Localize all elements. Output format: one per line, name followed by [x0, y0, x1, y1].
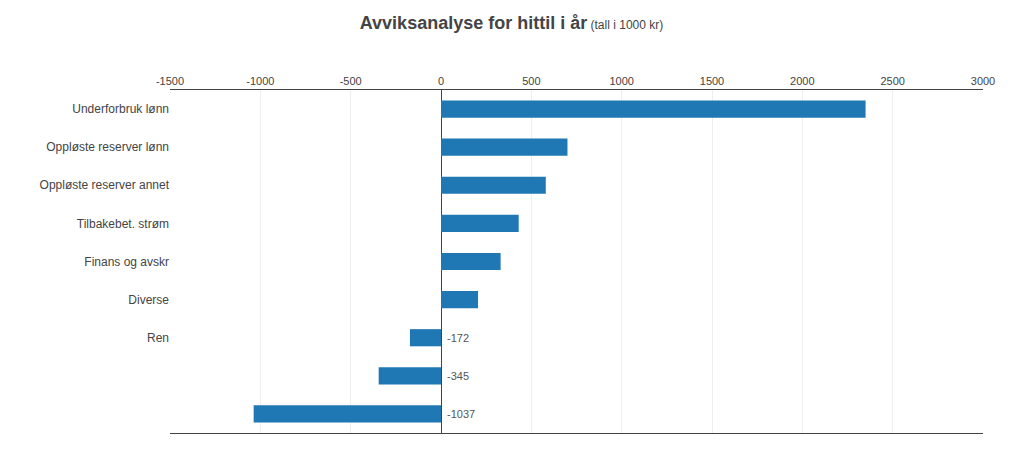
- svg-text:-345: -345: [447, 370, 469, 382]
- svg-text:-1500: -1500: [156, 75, 184, 87]
- svg-text:-1037: -1037: [447, 408, 475, 420]
- svg-text:2000: 2000: [790, 75, 814, 87]
- svg-text:Oppløste reserver annet: Oppløste reserver annet: [40, 178, 170, 192]
- svg-text:1000: 1000: [609, 75, 633, 87]
- svg-text:-172: -172: [447, 332, 469, 344]
- svg-text:Finans og avskr: Finans og avskr: [84, 255, 169, 269]
- svg-text:2500: 2500: [880, 75, 904, 87]
- svg-text:Tilbakebet. strøm: Tilbakebet. strøm: [77, 217, 169, 231]
- svg-text:3000: 3000: [971, 75, 995, 87]
- svg-text:0: 0: [438, 75, 444, 87]
- svg-text:Diverse: Diverse: [128, 293, 169, 307]
- svg-text:1500: 1500: [700, 75, 724, 87]
- svg-text:Oppløste reserver lønn: Oppløste reserver lønn: [46, 140, 169, 154]
- svg-text:Avviksanalyse for hittil i år: Avviksanalyse for hittil i år (tall i 10…: [360, 13, 663, 33]
- svg-text:-500: -500: [340, 75, 362, 87]
- svg-text:-1000: -1000: [246, 75, 274, 87]
- svg-text:Underforbruk lønn: Underforbruk lønn: [72, 102, 169, 116]
- svg-text:Ren: Ren: [147, 331, 169, 345]
- svg-text:500: 500: [522, 75, 540, 87]
